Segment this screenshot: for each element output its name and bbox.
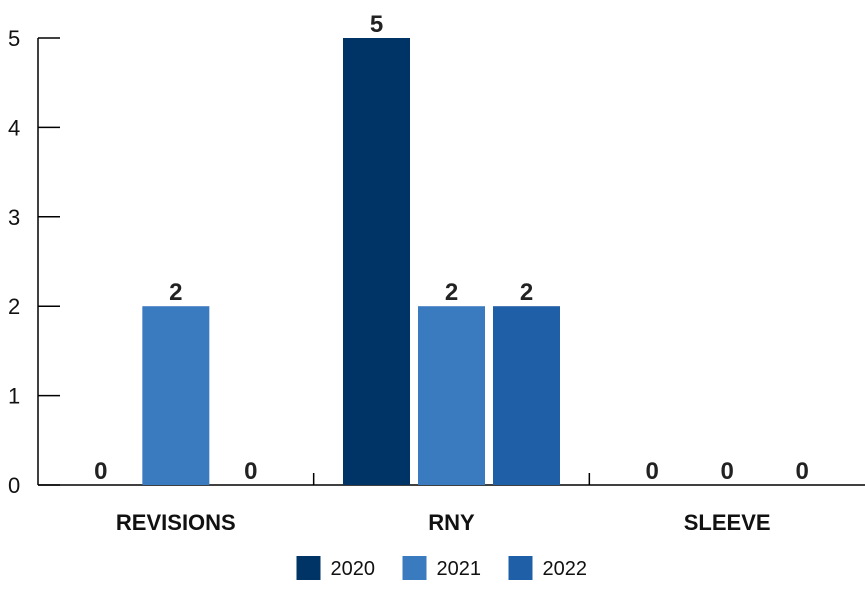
- category-label: SLEEVE: [684, 510, 771, 535]
- y-axis: 0 1 2 3 4 5: [8, 26, 60, 498]
- bar: [142, 306, 210, 485]
- bars: [142, 38, 560, 485]
- legend: 2020 2021 2022: [296, 556, 588, 580]
- legend-label: 2022: [543, 558, 588, 580]
- bar: [418, 306, 485, 485]
- category-label: REVISIONS: [116, 510, 236, 535]
- y-tick-label: 1: [8, 384, 20, 409]
- legend-item: 2020: [296, 556, 376, 580]
- data-label: 0: [795, 458, 808, 485]
- legend-swatch: [296, 556, 321, 580]
- data-label: 2: [169, 279, 182, 306]
- y-tick-label: 0: [8, 473, 20, 498]
- data-label: 5: [370, 11, 383, 38]
- data-label: 0: [645, 458, 658, 485]
- data-label: 2: [445, 279, 458, 306]
- y-tick-label: 4: [8, 115, 20, 140]
- data-label: 0: [94, 458, 107, 485]
- data-label: 0: [244, 458, 257, 485]
- data-label: 2: [520, 279, 533, 306]
- legend-item: 2021: [402, 556, 482, 580]
- category-label: RNY: [428, 510, 475, 535]
- y-tick-label: 2: [8, 294, 20, 319]
- legend-item: 2022: [508, 556, 588, 580]
- y-tick-label: 3: [8, 205, 20, 230]
- legend-swatch: [508, 556, 533, 580]
- bar: [493, 306, 560, 485]
- y-tick-label: 5: [8, 26, 20, 51]
- legend-swatch: [402, 556, 427, 580]
- legend-label: 2021: [437, 558, 482, 580]
- x-axis: REVISIONS RNY SLEEVE: [38, 473, 865, 535]
- data-labels: 0 2 0 5 2 2 0 0 0: [94, 11, 809, 485]
- data-label: 0: [720, 458, 733, 485]
- bar: [343, 38, 410, 485]
- legend-label: 2020: [331, 558, 376, 580]
